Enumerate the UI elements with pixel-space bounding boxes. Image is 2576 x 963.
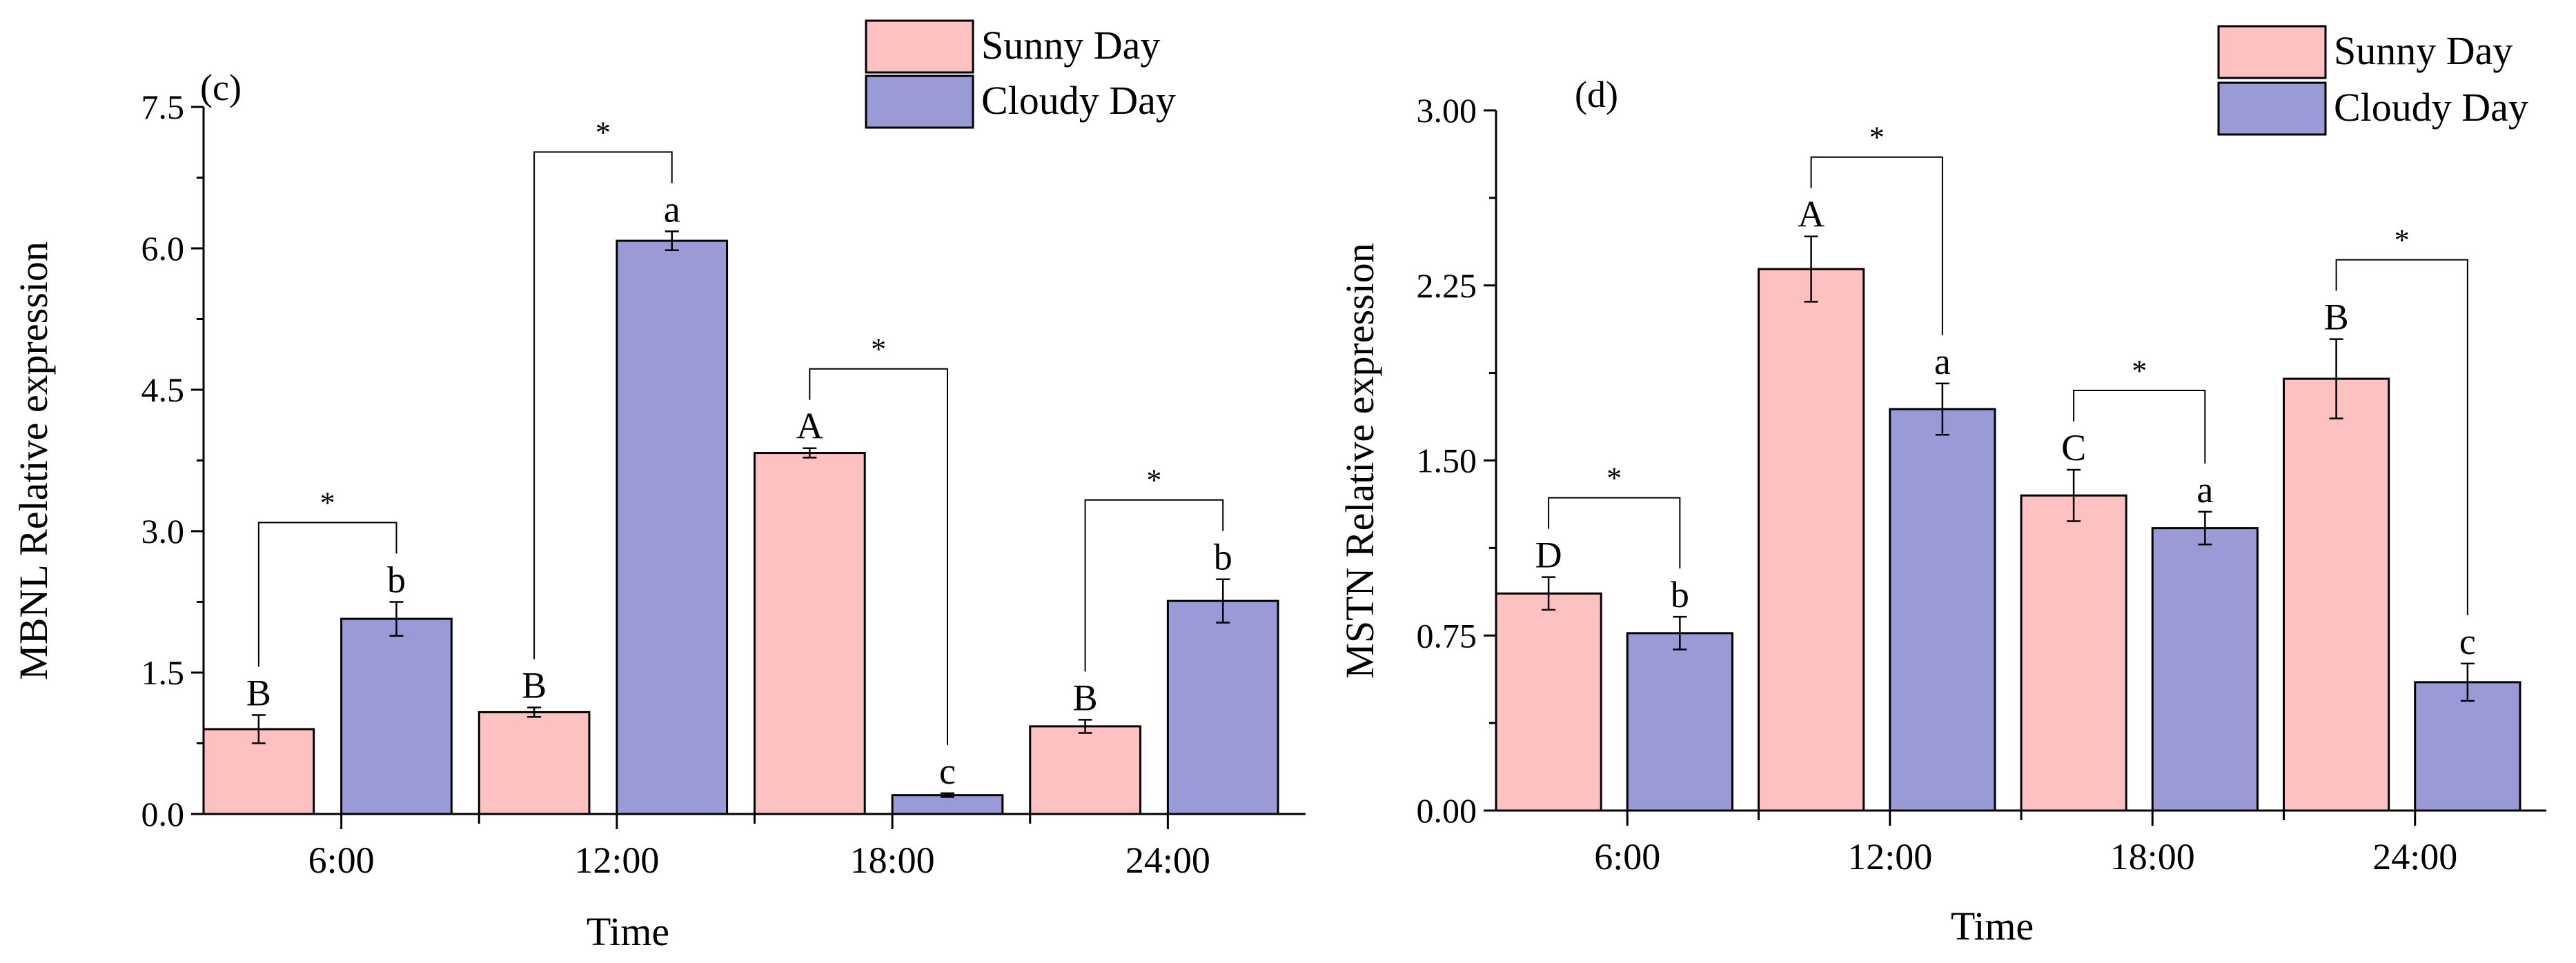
y-axis-title: MBNL Relative expression — [11, 241, 56, 680]
y-tick-label: 3.00 — [1417, 91, 1477, 130]
significance-star: * — [871, 332, 886, 366]
significance-letter: b — [1214, 537, 1232, 578]
bar-series-0 — [1758, 268, 1865, 812]
x-axis-title: Time — [1951, 904, 2034, 949]
x-tick-label: 24:00 — [1125, 840, 1210, 881]
bar-series-1 — [891, 794, 1004, 815]
y-tick-label: 1.5 — [141, 653, 185, 692]
legend-swatch-1 — [865, 75, 974, 129]
y-tick-label: 2.25 — [1417, 266, 1477, 305]
y-tick-label: 4.5 — [141, 370, 185, 409]
y-tick-label: 1.50 — [1417, 441, 1477, 480]
y-tick-label: 7.5 — [141, 88, 185, 126]
significance-bracket — [809, 368, 948, 745]
bar-series-1 — [616, 239, 729, 815]
x-tick-label: 12:00 — [1847, 836, 1932, 877]
significance-star: * — [1606, 461, 1622, 495]
bar-series-0 — [2283, 377, 2390, 812]
y-tick-label: 0.75 — [1417, 616, 1477, 655]
bar-series-0 — [478, 711, 591, 815]
significance-letter: D — [1535, 535, 1562, 576]
panel-label: (c) — [200, 67, 242, 108]
significance-star: * — [1146, 464, 1161, 497]
significance-letter: B — [2324, 297, 2349, 338]
significance-letter: a — [664, 188, 680, 230]
x-tick-label: 24:00 — [2372, 836, 2457, 877]
significance-letter: a — [1934, 341, 1951, 382]
significance-letter: c — [939, 751, 956, 792]
significance-star: * — [2132, 354, 2147, 388]
significance-star: * — [2395, 224, 2410, 257]
chart-panel-0: 0.0 1.5 3.0 4.5 6.0 7.5 6:00 Bb * 12:00 Ba * 18:00 Ac… — [11, 19, 1306, 954]
significance-letter: b — [1671, 574, 1689, 615]
bar-series-0 — [754, 452, 866, 815]
y-tick-label: 6.0 — [141, 229, 185, 268]
significance-bracket — [533, 151, 673, 659]
x-tick-label: 6:00 — [1594, 836, 1660, 877]
legend-label-1: Cloudy Day — [2334, 85, 2528, 130]
y-tick-label: 0.00 — [1417, 791, 1477, 830]
x-tick-label: 18:00 — [2110, 836, 2195, 877]
significance-letter: B — [522, 665, 547, 706]
bar-series-0 — [1029, 725, 1141, 815]
significance-bracket — [2335, 259, 2468, 615]
bar-series-1 — [1166, 599, 1279, 815]
bar-series-1 — [340, 617, 453, 815]
legend-label-0: Sunny Day — [2334, 28, 2513, 73]
bar-series-1 — [2151, 527, 2259, 812]
legend: Sunny Day Cloudy Day — [865, 19, 1176, 129]
legend-swatch-0 — [865, 19, 974, 74]
significance-bracket — [257, 522, 397, 667]
significance-letter: a — [2196, 469, 2213, 510]
bar-series-0 — [2020, 494, 2127, 812]
legend-swatch-0 — [2217, 25, 2327, 79]
significance-letter: c — [2459, 621, 2476, 662]
x-tick-label: 18:00 — [850, 840, 935, 881]
significance-bracket — [1810, 156, 1943, 335]
significance-star: * — [596, 115, 611, 149]
bar-series-1 — [1889, 408, 1996, 812]
legend-label-0: Sunny Day — [981, 23, 1160, 68]
bar-series-0 — [1495, 592, 1602, 812]
significance-letter: B — [246, 673, 271, 714]
legend-swatch-1 — [2217, 81, 2327, 136]
bar-series-1 — [1626, 632, 1733, 812]
chart-panel-1: 0.00 0.75 1.50 2.25 3.00 6:00 Db * 12:00 Aa * 18:00… — [1337, 25, 2546, 949]
x-tick-label: 12:00 — [574, 840, 659, 881]
legend-label-1: Cloudy Day — [981, 78, 1176, 123]
x-tick-label: 6:00 — [308, 840, 375, 881]
y-axis-title: MSTN Relative expression — [1337, 243, 1382, 678]
significance-star: * — [1869, 121, 1885, 155]
significance-letter: C — [2061, 427, 2086, 468]
legend: Sunny Day Cloudy Day — [2217, 25, 2528, 136]
significance-letter: b — [387, 559, 406, 601]
significance-letter: A — [796, 406, 823, 447]
significance-star: * — [320, 486, 335, 520]
significance-letter: A — [1798, 194, 1825, 235]
significance-bracket — [1548, 497, 1681, 569]
bar-series-1 — [2414, 681, 2521, 812]
x-axis-title: Time — [587, 909, 669, 954]
y-tick-label: 0.0 — [141, 795, 185, 833]
significance-letter: B — [1073, 677, 1098, 718]
y-tick-label: 3.0 — [141, 512, 185, 550]
significance-bracket — [1084, 499, 1224, 672]
panel-label: (d) — [1575, 74, 1618, 115]
significance-bracket — [2073, 390, 2206, 464]
